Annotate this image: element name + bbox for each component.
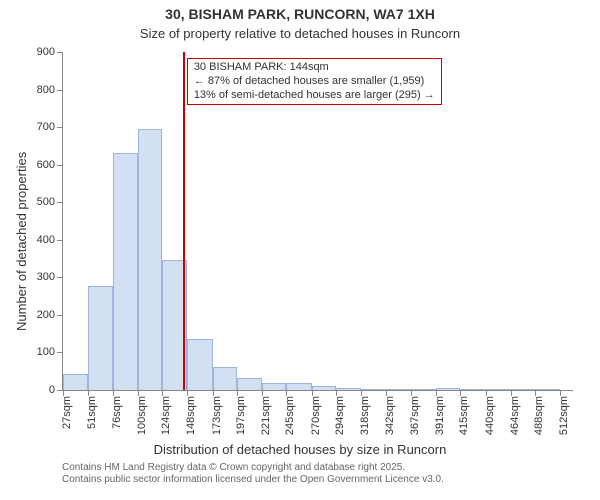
histogram-bar [336,388,361,390]
histogram-bar [187,339,213,390]
histogram-bar [535,389,560,390]
ytick-label: 300 [37,271,55,283]
xtick-label: 294sqm [334,396,346,435]
ytick [57,90,63,91]
histogram-bar [113,153,138,390]
histogram-bar [138,129,163,390]
xtick-label: 367sqm [409,396,421,435]
annotation-line-3: 13% of semi-detached houses are larger (… [194,89,435,103]
xtick-label: 148sqm [185,396,197,435]
ytick-label: 700 [37,121,55,133]
yaxis-label: Number of detached properties [14,152,29,331]
histogram-bar [63,374,88,390]
histogram-bar [312,386,337,391]
chart-container: 30, BISHAM PARK, RUNCORN, WA7 1XH Size o… [0,0,600,500]
ytick-label: 500 [37,196,55,208]
histogram-bar [511,389,536,390]
xtick-label: 415sqm [458,396,470,435]
ytick-label: 900 [37,46,55,58]
histogram-bar [286,383,312,390]
xtick-label: 512sqm [558,396,570,435]
xaxis-label: Distribution of detached houses by size … [0,442,600,457]
xtick-label: 488sqm [533,396,545,435]
xtick-label: 245sqm [284,396,296,435]
ytick-label: 100 [37,346,55,358]
ytick-label: 600 [37,159,55,171]
chart-subtitle: Size of property relative to detached ho… [0,26,600,41]
xtick-label: 270sqm [310,396,322,435]
marker-line [183,52,185,390]
ytick [57,127,63,128]
xtick-label: 318sqm [359,396,371,435]
footer: Contains HM Land Registry data © Crown c… [62,462,444,486]
footer-line-2: Contains public sector information licen… [62,474,444,486]
histogram-bar [262,383,287,391]
ytick [57,352,63,353]
ytick [57,315,63,316]
histogram-bar [486,389,511,390]
plot-area: 30 BISHAM PARK: 144sqm ← 87% of detached… [62,52,573,391]
ytick [57,52,63,53]
xtick-label: 100sqm [136,396,148,435]
xtick-label: 51sqm [86,396,98,429]
annotation-line-2: ← 87% of detached houses are smaller (1,… [194,75,435,89]
xtick-label: 221sqm [260,396,272,435]
annotation-box: 30 BISHAM PARK: 144sqm ← 87% of detached… [187,58,442,105]
footer-line-1: Contains HM Land Registry data © Crown c… [62,462,444,474]
ytick-label: 200 [37,309,55,321]
ytick [57,165,63,166]
chart-title: 30, BISHAM PARK, RUNCORN, WA7 1XH [0,6,600,22]
ytick-label: 800 [37,84,55,96]
xtick-label: 173sqm [211,396,223,435]
xtick-label: 391sqm [434,396,446,435]
xtick-label: 464sqm [509,396,521,435]
xtick-label: 124sqm [160,396,172,435]
histogram-bar [213,367,238,390]
xtick-label: 342sqm [384,396,396,435]
histogram-bar [237,378,262,390]
xtick-label: 27sqm [61,396,73,429]
annotation-line-1: 30 BISHAM PARK: 144sqm [194,61,435,75]
title-line1: 30, BISHAM PARK, RUNCORN, WA7 1XH [165,6,435,22]
ytick [57,277,63,278]
histogram-bar [436,388,461,390]
ytick-label: 0 [49,384,55,396]
histogram-bar [361,389,386,390]
histogram-bar [411,389,436,390]
ytick [57,240,63,241]
histogram-bar [386,389,412,390]
xtick-label: 197sqm [235,396,247,435]
ytick-label: 400 [37,234,55,246]
histogram-bar [460,389,486,390]
xtick-label: 76sqm [111,396,123,429]
histogram-bar [88,286,114,390]
xtick-label: 440sqm [484,396,496,435]
title-line2: Size of property relative to detached ho… [140,26,460,41]
ytick [57,202,63,203]
